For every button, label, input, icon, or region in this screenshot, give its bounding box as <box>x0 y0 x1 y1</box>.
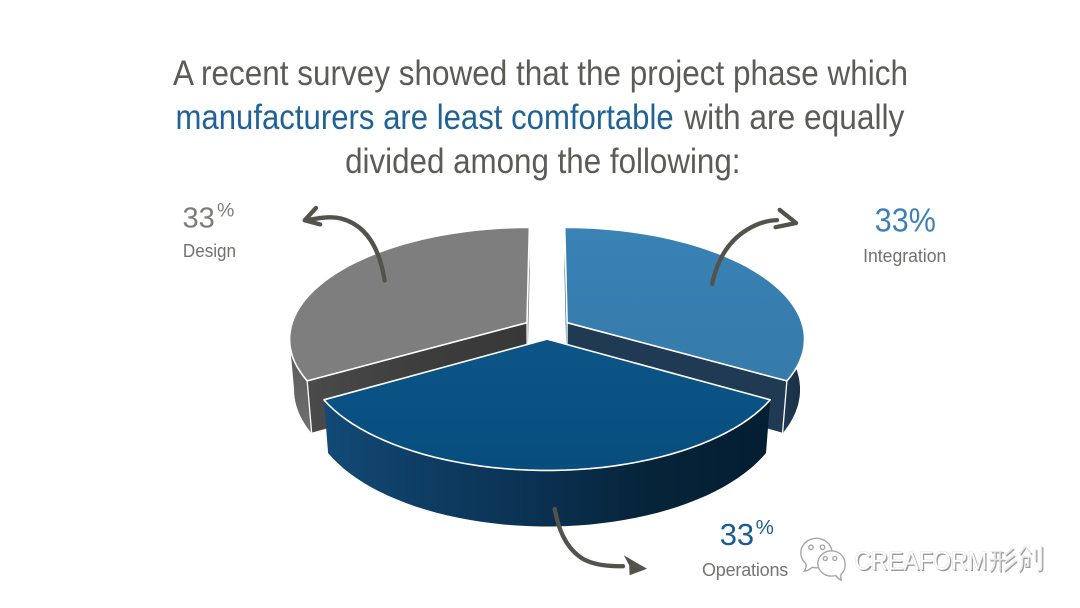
svg-text:manufacturers are least comfor: manufacturers are least comfortable <box>176 97 674 137</box>
svg-text:divided among the following:: divided among the following: <box>345 141 740 181</box>
svg-text:Integration: Integration <box>863 245 946 266</box>
svg-text:with are equally: with are equally <box>683 97 904 137</box>
svg-text:A recent survey showed that th: A recent survey showed that the project … <box>173 53 908 93</box>
svg-text:33%: 33% <box>720 516 774 552</box>
svg-text:Design: Design <box>183 241 236 261</box>
svg-text:Operations: Operations <box>702 560 788 580</box>
svg-text:CREAFORM: CREAFORM <box>854 546 987 576</box>
svg-text:33%: 33% <box>875 203 936 240</box>
svg-text:CREAFORM: CREAFORM <box>856 547 989 577</box>
svg-text:33%: 33% <box>183 200 235 235</box>
